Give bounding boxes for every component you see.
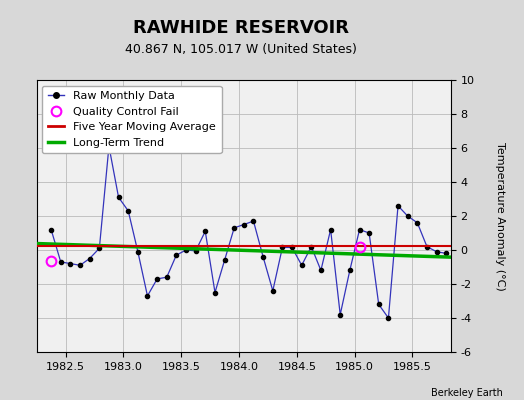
Text: Berkeley Earth: Berkeley Earth <box>431 388 503 398</box>
Legend: Raw Monthly Data, Quality Control Fail, Five Year Moving Average, Long-Term Tren: Raw Monthly Data, Quality Control Fail, … <box>42 86 222 153</box>
Text: 40.867 N, 105.017 W (United States): 40.867 N, 105.017 W (United States) <box>125 44 357 56</box>
Text: RAWHIDE RESERVOIR: RAWHIDE RESERVOIR <box>133 19 349 37</box>
Y-axis label: Temperature Anomaly (°C): Temperature Anomaly (°C) <box>495 142 505 290</box>
